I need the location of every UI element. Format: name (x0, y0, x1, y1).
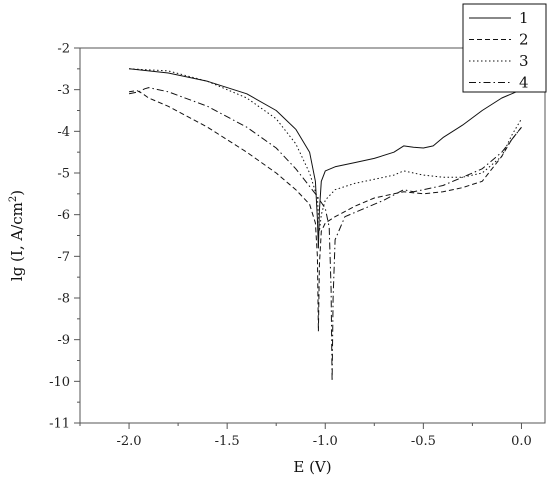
series-line-4 (129, 87, 522, 382)
y-axis-title-sup: 2 (8, 196, 19, 202)
y-axis-title-base: lg (I, A/cm (8, 202, 26, 281)
series-layer (129, 68, 522, 382)
series-line-3 (129, 68, 522, 232)
x-tick-label: 0.0 (511, 434, 532, 449)
series-line-1 (129, 68, 522, 249)
series-line-2 (129, 90, 522, 332)
x-tick-label: -2.0 (117, 434, 142, 449)
y-tick-label: -6 (57, 208, 70, 223)
x-axis-title: E (V) (293, 458, 331, 476)
y-tick-label: -7 (57, 250, 70, 265)
legend-label-4: 4 (519, 74, 529, 92)
x-tick-label: -1.0 (313, 434, 338, 449)
y-tick-label: -8 (57, 292, 70, 307)
x-tick-label: -0.5 (411, 434, 436, 449)
y-axis-title-tail: ) (8, 190, 26, 196)
legend-box (462, 3, 547, 93)
legend-label-1: 1 (519, 9, 529, 27)
y-tick-label: -4 (57, 125, 70, 140)
legend-label-2: 2 (519, 31, 529, 49)
y-tick-label: -2 (57, 42, 70, 57)
y-tick-label: -11 (49, 417, 70, 432)
y-tick-label: -3 (57, 83, 70, 98)
x-tick-label: -1.5 (215, 434, 240, 449)
y-axis-title: lg (I, A/cm2) (8, 190, 26, 281)
y-tick-label: -9 (57, 333, 70, 348)
y-tick-label: -10 (49, 375, 70, 390)
plot-border (79, 47, 546, 424)
y-tick-label: -5 (57, 167, 70, 182)
legend: 1 2 3 4 (462, 3, 547, 93)
plot-frame (79, 47, 546, 424)
ticks-layer: -2 -3 -4 -5 -6 -7 -8 -9 -10 -11 -2.0 -1.5 -1.0 -0.5 0.… (49, 42, 532, 450)
legend-label-3: 3 (519, 52, 529, 70)
